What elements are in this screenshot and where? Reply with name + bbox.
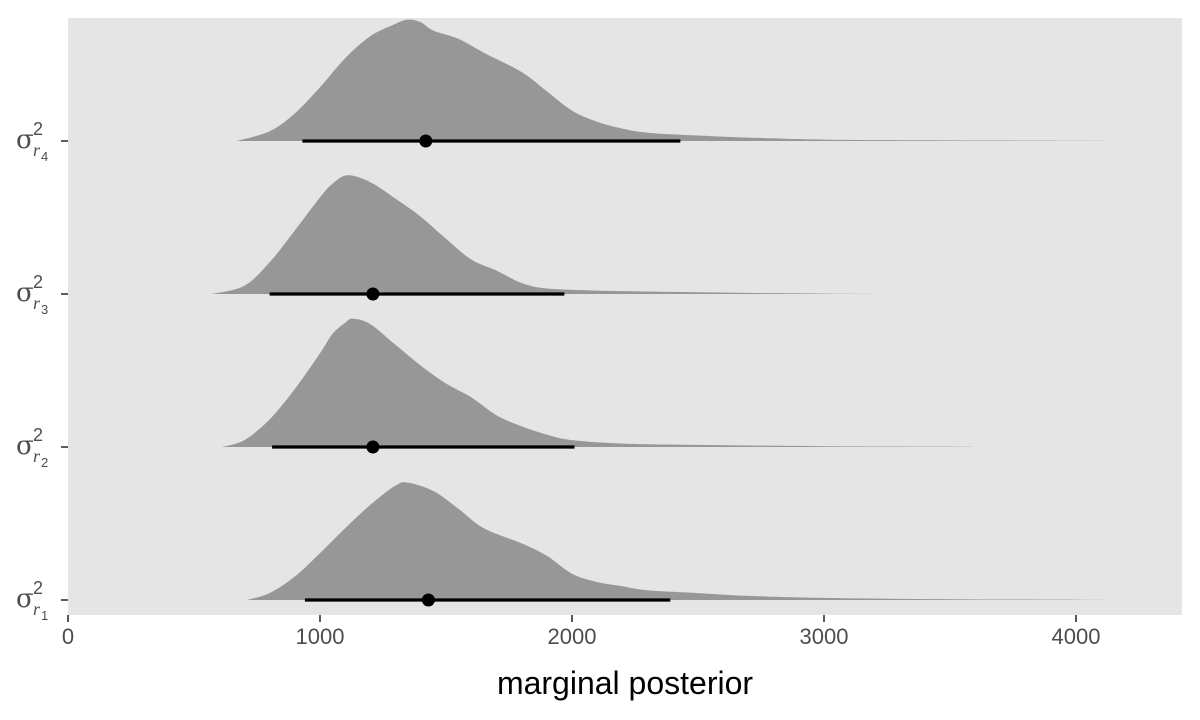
x-axis-title: marginal posterior bbox=[497, 665, 753, 701]
density-ridge-4 bbox=[234, 19, 1128, 142]
sub-subscript: 2 bbox=[41, 455, 48, 470]
subscript: r bbox=[33, 446, 41, 466]
sub-subscript: 1 bbox=[41, 608, 48, 623]
x-tick-label-0: 0 bbox=[62, 624, 74, 649]
density-ridge-3 bbox=[209, 175, 892, 294]
sub-subscript: 4 bbox=[41, 149, 48, 164]
superscript: 2 bbox=[33, 119, 43, 139]
y-tick-label-2: σ 2r 2 bbox=[16, 425, 48, 470]
median-point-4 bbox=[419, 134, 433, 148]
y-tick-label-1: σ 2r 1 bbox=[16, 578, 48, 623]
superscript: 2 bbox=[33, 272, 43, 292]
superscript: 2 bbox=[33, 425, 43, 445]
density-ridge-2 bbox=[220, 318, 976, 447]
superscript: 2 bbox=[33, 578, 43, 598]
sigma-symbol: σ bbox=[16, 431, 34, 461]
x-tick-label-1000: 1000 bbox=[296, 624, 345, 649]
x-tick-label-2000: 2000 bbox=[548, 624, 597, 649]
sigma-symbol: σ bbox=[16, 125, 34, 155]
y-tick-label-4: σ 2r 4 bbox=[16, 119, 48, 164]
plot-panel bbox=[68, 18, 1182, 615]
sub-subscript: 3 bbox=[41, 302, 48, 317]
density-ridge-1 bbox=[245, 482, 1136, 600]
y-tick-label-3: σ 2r 3 bbox=[16, 272, 48, 317]
median-point-3 bbox=[366, 287, 380, 301]
interval-layer bbox=[269, 134, 681, 607]
sigma-symbol: σ bbox=[16, 278, 34, 308]
subscript: r bbox=[33, 599, 41, 619]
x-tick-label-3000: 3000 bbox=[800, 624, 849, 649]
x-tick-label-4000: 4000 bbox=[1052, 624, 1101, 649]
sigma-symbol: σ bbox=[16, 584, 34, 614]
subscript: r bbox=[33, 293, 41, 313]
density-layer bbox=[209, 19, 1136, 600]
subscript: r bbox=[33, 140, 41, 160]
median-point-2 bbox=[366, 440, 380, 454]
median-point-1 bbox=[421, 593, 435, 607]
